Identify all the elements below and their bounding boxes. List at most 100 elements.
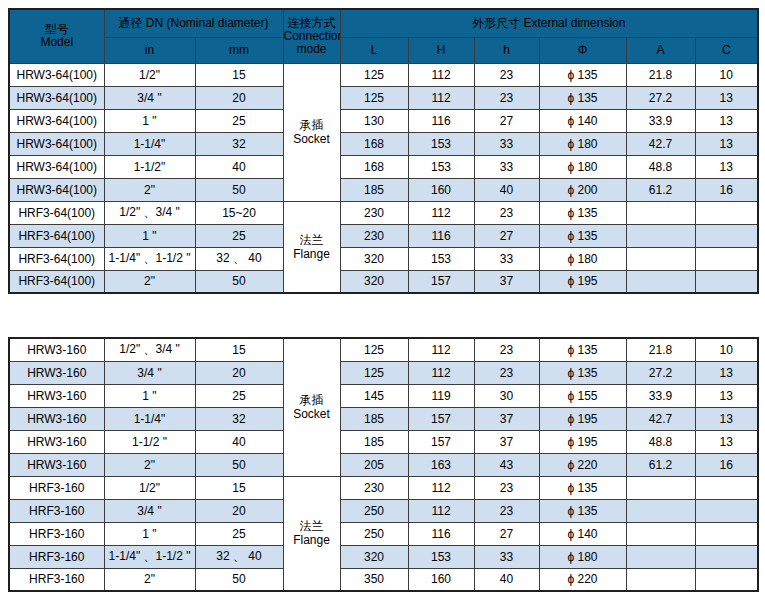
col-header-phi: Φ: [539, 37, 626, 63]
cell-model: HRF3-64(100): [9, 270, 104, 293]
cell-model: HRW3-160: [9, 407, 104, 430]
cell-L: 320: [340, 270, 408, 293]
cell-mm: 25: [195, 384, 283, 407]
cell-H: 157: [408, 407, 474, 430]
cell-C: [695, 270, 758, 293]
cell-C: 16: [695, 178, 758, 201]
cell-in: 3/4 ": [104, 86, 195, 109]
header-row-2: in mm L H h Φ A C: [9, 37, 758, 63]
cell-phi: ϕ 135: [539, 201, 626, 224]
header-row-1: 型号 Model 通径 DN (Nominal diameter) 连接方式 C…: [9, 9, 758, 37]
cell-A: 61.2: [626, 178, 695, 201]
cell-in: 1-1/4" 、1-1/2 ": [104, 247, 195, 270]
cell-mm: 50: [195, 453, 283, 476]
cell-mm: 15~20: [195, 201, 283, 224]
cell-L: 230: [340, 476, 408, 499]
cell-mm: 40: [195, 155, 283, 178]
cell-h: 23: [474, 63, 539, 86]
table-header: 型号 Model 通径 DN (Nominal diameter) 连接方式 C…: [9, 9, 758, 63]
cell-A: [626, 545, 695, 568]
cell-H: 153: [408, 155, 474, 178]
cell-C: 13: [695, 407, 758, 430]
cell-h: 33: [474, 247, 539, 270]
cell-h: 23: [474, 476, 539, 499]
cell-in: 1-1/2": [104, 155, 195, 178]
cell-in: 1/2" 、3/4 ": [104, 338, 195, 361]
table-row: HRW3-1601/2" 、3/4 "15承插Socket12511223ϕ 1…: [9, 338, 758, 361]
cell-C: 13: [695, 361, 758, 384]
cell-C: 13: [695, 155, 758, 178]
cell-H: 112: [408, 476, 474, 499]
cell-in: 3/4 ": [104, 499, 195, 522]
cell-C: [695, 201, 758, 224]
col-header-in: in: [104, 37, 195, 63]
cell-model: HRW3-64(100): [9, 178, 104, 201]
cell-H: 112: [408, 361, 474, 384]
cell-model: HRF3-64(100): [9, 247, 104, 270]
cell-phi: ϕ 195: [539, 430, 626, 453]
cell-L: 205: [340, 453, 408, 476]
cell-mm: 50: [195, 270, 283, 293]
cell-L: 125: [340, 86, 408, 109]
cell-H: 157: [408, 270, 474, 293]
cell-A: 42.7: [626, 132, 695, 155]
cell-H: 157: [408, 430, 474, 453]
cell-phi: ϕ 180: [539, 132, 626, 155]
cell-phi: ϕ 220: [539, 568, 626, 591]
cell-H: 112: [408, 63, 474, 86]
cell-A: 21.8: [626, 338, 695, 361]
connection-mode-en: Socket: [284, 407, 340, 421]
cell-A: [626, 270, 695, 293]
cell-mm: 40: [195, 430, 283, 453]
cell-mm: 32: [195, 407, 283, 430]
cell-A: 48.8: [626, 430, 695, 453]
col-header-nominal-diameter: 通径 DN (Nominal diameter): [104, 9, 283, 37]
cell-h: 23: [474, 86, 539, 109]
col-header-external-dimension: 外形尺寸 External dimension: [340, 9, 758, 37]
cell-h: 23: [474, 338, 539, 361]
cell-L: 168: [340, 155, 408, 178]
connection-mode-cell: 承插Socket: [283, 63, 340, 201]
cell-H: 160: [408, 568, 474, 591]
cell-mm: 32 、 40: [195, 545, 283, 568]
cell-A: [626, 476, 695, 499]
cell-mm: 20: [195, 86, 283, 109]
cell-L: 230: [340, 201, 408, 224]
cell-mm: 32 、 40: [195, 247, 283, 270]
cell-in: 1-1/4": [104, 132, 195, 155]
cell-phi: ϕ 135: [539, 361, 626, 384]
cell-in: 1 ": [104, 224, 195, 247]
cell-in: 1-1/4": [104, 407, 195, 430]
connection-mode-zh: 承插: [284, 393, 340, 407]
cell-in: 1 ": [104, 522, 195, 545]
table-row: HRF3-64(100)2"5032015737ϕ 195: [9, 270, 758, 293]
cell-phi: ϕ 135: [539, 63, 626, 86]
cell-L: 125: [340, 361, 408, 384]
connection-mode-cell: 承插Socket: [283, 338, 340, 476]
connection-mode-zh: 法兰: [284, 519, 340, 533]
cell-A: [626, 247, 695, 270]
cell-in: 1/2": [104, 63, 195, 86]
cell-H: 112: [408, 86, 474, 109]
cell-mm: 15: [195, 63, 283, 86]
table-row: HRF3-1601/2"15法兰Flange23011223ϕ 135: [9, 476, 758, 499]
cell-L: 185: [340, 178, 408, 201]
col-header-connection-en2: mode: [284, 43, 340, 56]
cell-C: 13: [695, 109, 758, 132]
cell-L: 320: [340, 545, 408, 568]
cell-phi: ϕ 135: [539, 476, 626, 499]
cell-model: HRF3-64(100): [9, 201, 104, 224]
table-row: HRF3-64(100)1-1/4" 、1-1/2 "32 、 40320153…: [9, 247, 758, 270]
cell-H: 119: [408, 384, 474, 407]
cell-h: 30: [474, 384, 539, 407]
connection-mode-cell: 法兰Flange: [283, 476, 340, 591]
cell-phi: ϕ 135: [539, 86, 626, 109]
cell-L: 130: [340, 109, 408, 132]
cell-mm: 32: [195, 132, 283, 155]
connection-mode-zh: 法兰: [284, 233, 340, 247]
cell-model: HRW3-160: [9, 338, 104, 361]
table-row: HRF3-64(100)1 "2523011627ϕ 135: [9, 224, 758, 247]
cell-model: HRW3-160: [9, 453, 104, 476]
cell-L: 350: [340, 568, 408, 591]
cell-phi: ϕ 140: [539, 109, 626, 132]
